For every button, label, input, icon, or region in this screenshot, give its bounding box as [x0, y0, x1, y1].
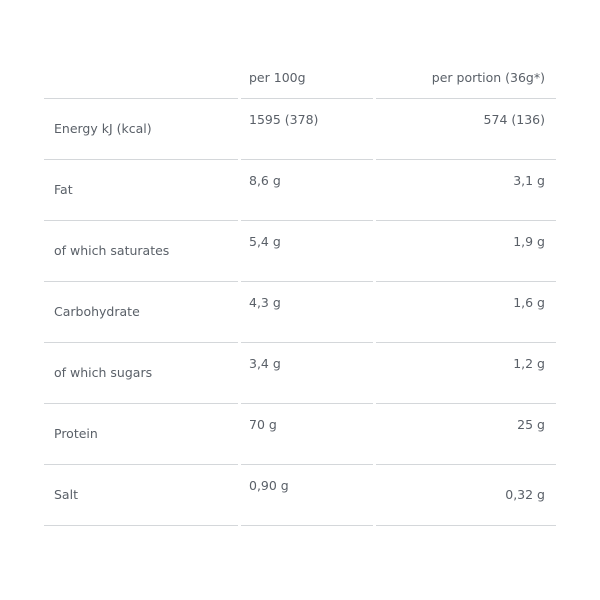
value-per-portion: 25 g — [517, 417, 545, 432]
row-divider — [376, 281, 556, 282]
value-per-100g: 70 g — [249, 417, 277, 432]
header-per-100g: per 100g — [249, 70, 306, 85]
row-divider — [376, 159, 556, 160]
nutrient-label: of which saturates — [54, 243, 170, 258]
row-divider — [376, 464, 556, 465]
value-per-100g: 5,4 g — [249, 234, 281, 249]
nutrient-label: of which sugars — [54, 365, 153, 380]
row-divider — [44, 525, 238, 526]
row-divider — [376, 525, 556, 526]
nutrient-label: Energy kJ (kcal) — [54, 121, 152, 136]
row-divider — [376, 98, 556, 99]
value-per-portion: 3,1 g — [513, 173, 545, 188]
value-per-100g: 1595 (378) — [249, 112, 319, 127]
nutrient-label: Carbohydrate — [54, 304, 140, 319]
row-divider — [44, 159, 238, 160]
value-per-100g: 3,4 g — [249, 356, 281, 371]
row-divider — [241, 98, 373, 99]
row-divider — [376, 403, 556, 404]
row-divider — [44, 98, 238, 99]
row-divider — [44, 464, 238, 465]
row-divider — [241, 403, 373, 404]
row-divider — [241, 464, 373, 465]
row-divider — [241, 281, 373, 282]
value-per-portion: 1,2 g — [513, 356, 545, 371]
value-per-100g: 4,3 g — [249, 295, 281, 310]
nutrient-label: Salt — [54, 487, 78, 502]
value-per-100g: 0,90 g — [249, 478, 289, 493]
row-divider — [376, 220, 556, 221]
value-per-portion: 1,9 g — [513, 234, 545, 249]
row-divider — [241, 525, 373, 526]
header-per-portion: per portion (36g*) — [431, 70, 545, 85]
row-divider — [241, 159, 373, 160]
nutrient-label: Protein — [54, 426, 98, 441]
row-divider — [44, 220, 238, 221]
nutrient-label: Fat — [54, 182, 73, 197]
row-divider — [241, 342, 373, 343]
row-divider — [376, 342, 556, 343]
value-per-portion: 1,6 g — [513, 295, 545, 310]
value-per-portion: 0,32 g — [505, 487, 545, 502]
row-divider — [44, 342, 238, 343]
row-divider — [44, 403, 238, 404]
value-per-portion: 574 (136) — [483, 112, 545, 127]
row-divider — [241, 220, 373, 221]
value-per-100g: 8,6 g — [249, 173, 281, 188]
row-divider — [44, 281, 238, 282]
